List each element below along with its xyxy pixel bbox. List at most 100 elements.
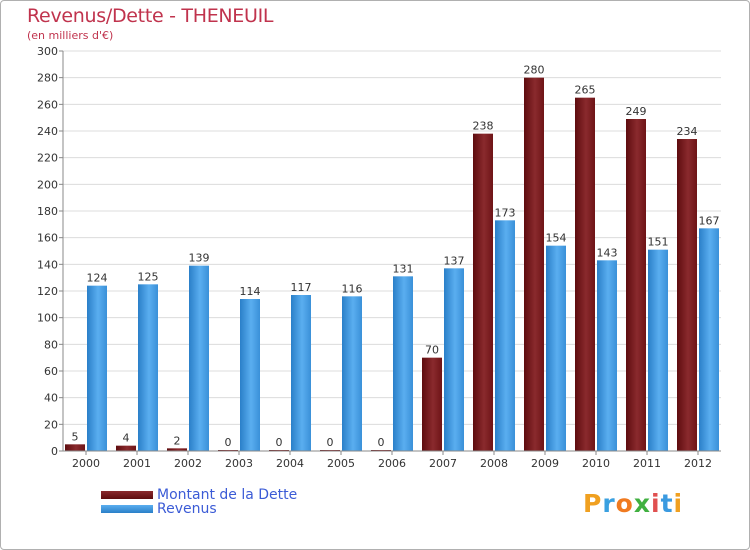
bar-revenus-2007 [444,268,464,451]
y-tick-label: 160 [37,232,58,245]
bar-dette-2007 [422,357,442,451]
y-tick-label: 200 [37,178,58,191]
legend-label-revenus: Revenus [157,501,217,517]
data-label-dette-2002: 2 [174,434,181,447]
data-label-dette-2009: 280 [524,64,545,77]
legend-item-dette: Montant de la Dette [101,487,297,503]
data-label-revenus-2009: 154 [546,232,567,245]
data-label-revenus-2001: 125 [138,270,159,283]
data-label-dette-2000: 5 [72,430,79,443]
y-tick-label: 260 [37,98,58,111]
data-label-revenus-2004: 117 [291,281,312,294]
logo-letter: i [673,489,684,518]
x-tick-label: 2006 [378,457,406,470]
x-tick-label: 2008 [480,457,508,470]
y-tick-label: 60 [44,365,58,378]
y-tick-label: 240 [37,125,58,138]
y-tick-label: 80 [44,338,58,351]
bar-revenus-2006 [393,276,413,451]
y-tick-label: 180 [37,205,58,218]
chart-title: Revenus/Dette - THENEUIL [27,5,274,27]
y-tick-label: 300 [37,45,58,58]
data-label-revenus-2006: 131 [393,262,414,275]
x-tick-label: 2002 [174,457,202,470]
data-label-revenus-2012: 167 [699,214,720,227]
bar-dette-2010 [575,97,595,452]
grid-layer [63,50,721,425]
x-tick-label: 2012 [684,457,712,470]
data-label-revenus-2005: 116 [342,282,363,295]
bar-revenus-2009 [546,245,566,451]
y-tick-label: 0 [51,445,58,458]
data-label-revenus-2003: 114 [240,285,261,298]
bar-dette-2002 [167,448,187,451]
proxiti-logo: Proxiti [583,489,683,518]
logo-letter: P [583,489,603,518]
data-labels-layer: 5 124 4 125 2 139 0 114 0 117 0 116 0 131 70 137 238 173 2… [72,64,720,449]
data-label-dette-2010: 265 [575,84,596,97]
data-label-dette-2012: 234 [677,125,698,138]
bar-dette-2011 [626,119,646,451]
bar-revenus-2001 [138,284,158,451]
bar-dette-2001 [116,445,136,451]
bar-dette-2008 [473,133,493,451]
logo-letter: t [660,489,674,518]
data-label-revenus-2000: 124 [87,272,108,285]
x-tick-label: 2003 [225,457,253,470]
data-label-dette-2011: 249 [626,105,647,118]
bar-revenus-2003 [240,299,260,451]
y-tick-label: 100 [37,312,58,325]
y-tick-label: 140 [37,258,58,271]
data-label-dette-2005: 0 [327,436,334,449]
legend-item-revenus: Revenus [101,501,217,517]
x-axis-ticks: 2000 2001 2002 2003 2004 2005 2006 2007 2008 2009… [72,451,712,470]
data-label-dette-2008: 238 [473,120,494,133]
y-tick-label: 120 [37,285,58,298]
legend-label-dette: Montant de la Dette [157,487,298,503]
logo-letter: i [651,489,661,518]
y-axis-ticks: 0 20 40 60 80 100 120 140 160 180 200 220 240 260 280 3… [37,45,63,458]
bar-revenus-2008 [495,220,515,451]
data-label-revenus-2010: 143 [597,246,618,259]
logo-letter: r [602,489,616,518]
logo-letter: x [633,489,651,518]
data-label-dette-2004: 0 [276,436,283,449]
x-tick-label: 2005 [327,457,355,470]
x-tick-label: 2010 [582,457,610,470]
x-tick-label: 2000 [72,457,100,470]
bar-revenus-2010 [597,260,617,451]
x-tick-label: 2004 [276,457,304,470]
bar-revenus-2012 [699,228,719,451]
x-tick-label: 2009 [531,457,559,470]
bar-dette-2012 [677,139,697,451]
chart-subtitle: (en milliers d'€) [27,29,114,42]
bar-revenus-2000 [87,285,107,451]
bar-revenus-2002 [189,265,209,451]
data-label-dette-2006: 0 [378,436,385,449]
legend-swatch-dette [101,491,153,499]
legend-swatch-revenus [101,505,153,513]
data-label-dette-2007: 70 [425,344,439,357]
data-label-dette-2001: 4 [123,432,130,445]
data-label-revenus-2007: 137 [444,254,465,267]
y-tick-label: 40 [44,392,58,405]
y-tick-label: 220 [37,152,58,165]
bar-dette-2000 [65,444,85,451]
y-tick-label: 20 [44,418,58,431]
data-label-revenus-2002: 139 [189,252,210,265]
data-label-revenus-2008: 173 [495,206,516,219]
bars-layer [65,77,719,452]
bar-dette-2009 [524,77,544,452]
logo-letter: o [615,489,634,518]
data-label-dette-2003: 0 [225,436,232,449]
axes-layer [62,51,721,452]
x-tick-label: 2007 [429,457,457,470]
bar-revenus-2004 [291,295,311,451]
bar-revenus-2011 [648,249,668,451]
x-tick-label: 2011 [633,457,661,470]
data-label-revenus-2011: 151 [648,236,669,249]
bar-revenus-2005 [342,296,362,451]
y-tick-label: 280 [37,72,58,85]
